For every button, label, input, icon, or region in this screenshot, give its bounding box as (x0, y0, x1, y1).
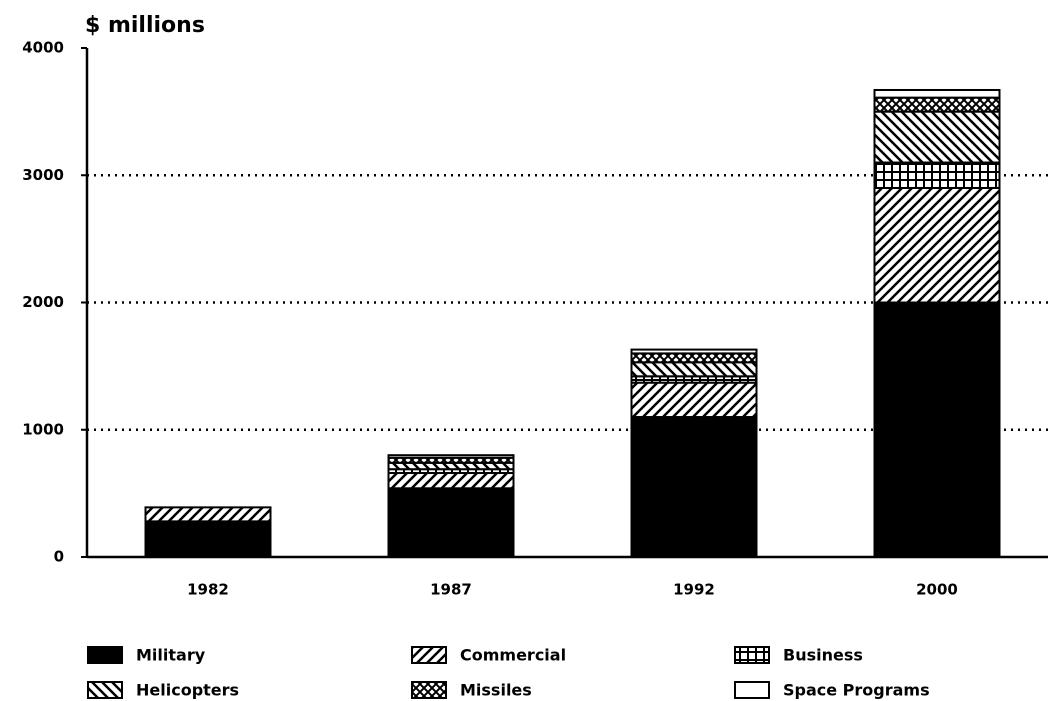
legend-swatch (411, 646, 447, 664)
legend-label: Missiles (460, 681, 532, 700)
chart-title: $ millions (85, 13, 205, 38)
y-tick-label: 4000 (22, 39, 64, 57)
bar-segment (873, 186, 1001, 304)
bar-segment (144, 506, 272, 523)
legend-swatch (734, 681, 770, 699)
legend-label: Business (783, 646, 863, 665)
bar-segment (873, 110, 1001, 164)
legend-swatch (87, 646, 123, 664)
bar-segment (387, 454, 515, 459)
legend-label: Helicopters (136, 681, 239, 700)
legend-swatch (87, 681, 123, 699)
y-tick-label: 2000 (22, 293, 64, 311)
bar-segment (630, 416, 758, 558)
bar-segment (387, 487, 515, 558)
legend-label: Space Programs (783, 681, 930, 700)
y-tick-label: 1000 (22, 420, 64, 438)
x-tick-label: 1992 (673, 581, 715, 599)
y-tick-label: 0 (54, 548, 64, 566)
legend-swatch (411, 681, 447, 699)
bar-segment (387, 472, 515, 490)
legend-label: Commercial (460, 646, 566, 665)
bar-segment (144, 520, 272, 558)
bar-segment (630, 352, 758, 364)
y-tick-label: 3000 (22, 166, 64, 184)
x-tick-label: 1987 (430, 581, 472, 599)
bar-segment (873, 96, 1001, 113)
bar-segment (873, 301, 1001, 558)
legend-swatch (734, 646, 770, 664)
x-tick-label: 1982 (187, 581, 229, 599)
bar-segment (630, 348, 758, 355)
bar-segment (873, 88, 1001, 99)
legend-label: Military (136, 646, 206, 665)
bar-segment (630, 381, 758, 419)
x-tick-label: 2000 (916, 581, 958, 599)
bar-segment (873, 161, 1001, 189)
bar-segment (630, 361, 758, 378)
